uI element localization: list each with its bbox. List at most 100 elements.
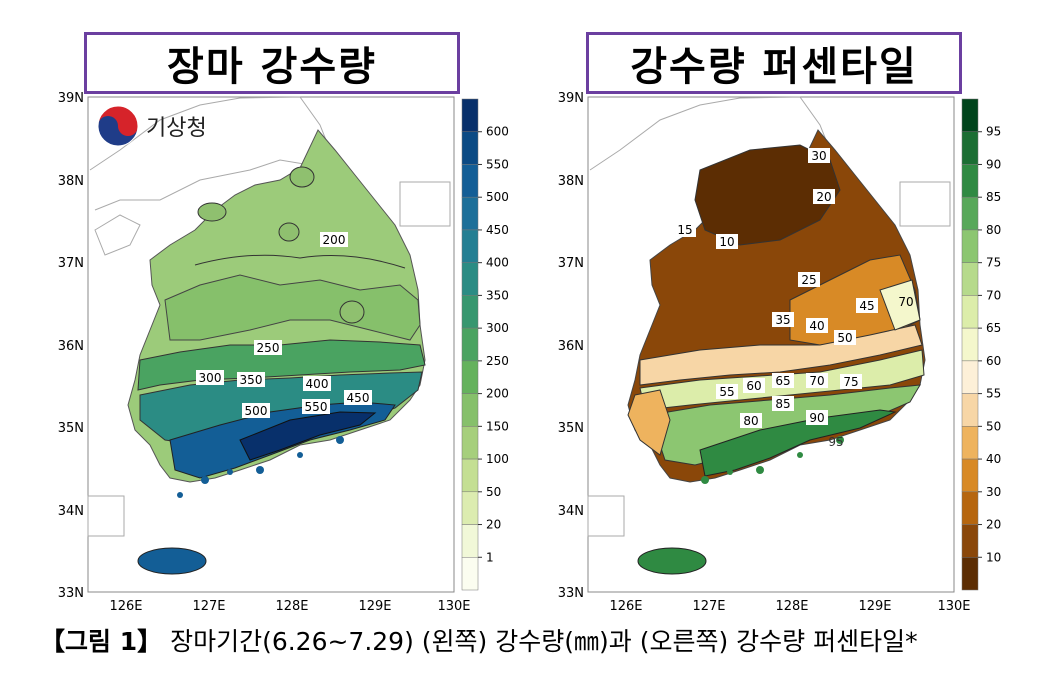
right-map-title: 강수량 퍼센타일 [586, 32, 962, 94]
contour-line [194, 254, 406, 269]
kma-logo-text: 기상청 [146, 116, 207, 141]
lat-label: 33N [58, 586, 84, 601]
lat-label: 38N [558, 174, 584, 189]
contour-label: 80 [743, 414, 758, 428]
lat-axis-labels: 39N 38N 37N 36N 35N 34N 33N [558, 91, 584, 601]
inset-box-sw [87, 495, 125, 537]
legend-label: 450 [486, 223, 509, 237]
contour-label: 500 [245, 404, 268, 418]
left-contour-labels: 200 250 300 350 400 450 500 550 [196, 232, 372, 418]
contour-label: 65 [775, 374, 790, 388]
contour-label: 550 [305, 400, 328, 414]
legend-swatch [461, 491, 479, 525]
contour-label: 50 [837, 331, 852, 345]
legend-swatch [461, 557, 479, 591]
right-map-svg: 10 15 20 25 30 35 40 45 50 55 60 65 70 7… [558, 91, 1002, 614]
lat-label: 36N [58, 339, 84, 354]
lon-label: 130E [937, 599, 970, 614]
contour-label: 90 [809, 411, 824, 425]
legend-label: 90 [986, 157, 1001, 171]
legend-swatch [961, 327, 979, 362]
lon-label: 129E [358, 599, 391, 614]
legend-label: 20 [486, 518, 501, 532]
lat-axis-labels: 39N 38N 37N 36N 35N 34N 33N [58, 91, 84, 601]
legend-label: 350 [486, 288, 509, 302]
contour-label: 400 [306, 377, 329, 391]
legend-label: 70 [986, 288, 1001, 302]
lon-label: 128E [275, 599, 308, 614]
right-contour-labels: 10 15 20 25 30 35 40 45 50 55 60 65 70 7… [674, 148, 914, 449]
legend-label: 60 [986, 354, 1001, 368]
legend-swatch [961, 360, 979, 394]
contour-loop [278, 222, 300, 242]
legend-label: 600 [486, 125, 509, 139]
southern-islands [701, 436, 844, 484]
lon-label: 127E [692, 599, 725, 614]
left-map-title: 장마 강수량 [84, 32, 460, 94]
legend-label: 10 [986, 550, 1001, 564]
lon-axis-labels: 126E 127E 128E 129E 130E [609, 599, 970, 614]
legend-swatch [961, 164, 979, 198]
legend-swatch [961, 196, 979, 231]
lat-label: 36N [558, 339, 584, 354]
legend-label: 55 [986, 387, 1001, 401]
contour-label: 70 [898, 295, 913, 309]
contour-band-10 [694, 144, 841, 246]
lat-label: 33N [558, 586, 584, 601]
legend-label: 1 [486, 550, 494, 564]
kma-emblem-icon [97, 105, 139, 147]
legend-label: 95 [986, 125, 1001, 139]
legend-label: 65 [986, 321, 1001, 335]
lon-label: 129E [858, 599, 891, 614]
legend-label: 100 [486, 452, 509, 466]
legend-swatch [961, 426, 979, 460]
right-color-legend: 95 90 85 80 75 70 65 60 55 50 40 30 20 10 [961, 98, 1001, 591]
contour-label: 95 [828, 435, 843, 449]
contour-label: 70 [809, 374, 824, 388]
lat-label: 34N [558, 504, 584, 519]
lon-label: 128E [775, 599, 808, 614]
contour-label: 25 [801, 273, 816, 287]
legend-label: 200 [486, 387, 509, 401]
legend-swatch [461, 229, 479, 263]
contour-band-90 [699, 409, 897, 477]
legend-label: 400 [486, 256, 509, 270]
contour-label: 75 [843, 375, 858, 389]
legend-swatch [961, 262, 979, 296]
legend-swatch [461, 426, 479, 460]
legend-label: 85 [986, 190, 1001, 204]
contour-label: 10 [719, 235, 734, 249]
contour-label: 20 [816, 190, 831, 204]
legend-swatch [461, 524, 479, 558]
legend-swatch [961, 557, 979, 591]
inset-box-ulleung [899, 181, 951, 227]
left-map-svg: 200 250 300 350 400 450 500 550 39N 38N … [58, 91, 509, 614]
kma-logo: 기상청 [96, 104, 207, 148]
contour-label: 350 [240, 373, 263, 387]
jeju-island [637, 547, 707, 575]
legend-swatch [461, 131, 479, 165]
southern-islands [177, 436, 344, 498]
contour-label: 55 [719, 385, 734, 399]
contour-label: 250 [257, 341, 280, 355]
lon-label: 126E [609, 599, 642, 614]
lon-axis-labels: 126E 127E 128E 129E 130E [109, 599, 470, 614]
legend-swatch [461, 196, 479, 231]
contour-label: 30 [811, 149, 826, 163]
legend-swatch [461, 262, 479, 296]
legend-swatch [961, 491, 979, 525]
legend-swatch [961, 458, 979, 493]
contour-loop [289, 166, 315, 188]
legend-label: 50 [486, 485, 501, 499]
legend-swatch [461, 360, 479, 394]
contour-label: 40 [809, 319, 824, 333]
jeju-island [137, 547, 207, 575]
lat-label: 35N [558, 421, 584, 436]
legend-swatch [461, 98, 479, 132]
contour-label: 85 [775, 397, 790, 411]
lat-label: 37N [58, 256, 84, 271]
legend-swatch [461, 393, 479, 427]
contour-label: 300 [199, 371, 222, 385]
contour-label: 450 [347, 391, 370, 405]
right-map-panel: 10 15 20 25 30 35 40 45 50 55 60 65 70 7… [500, 0, 1020, 620]
